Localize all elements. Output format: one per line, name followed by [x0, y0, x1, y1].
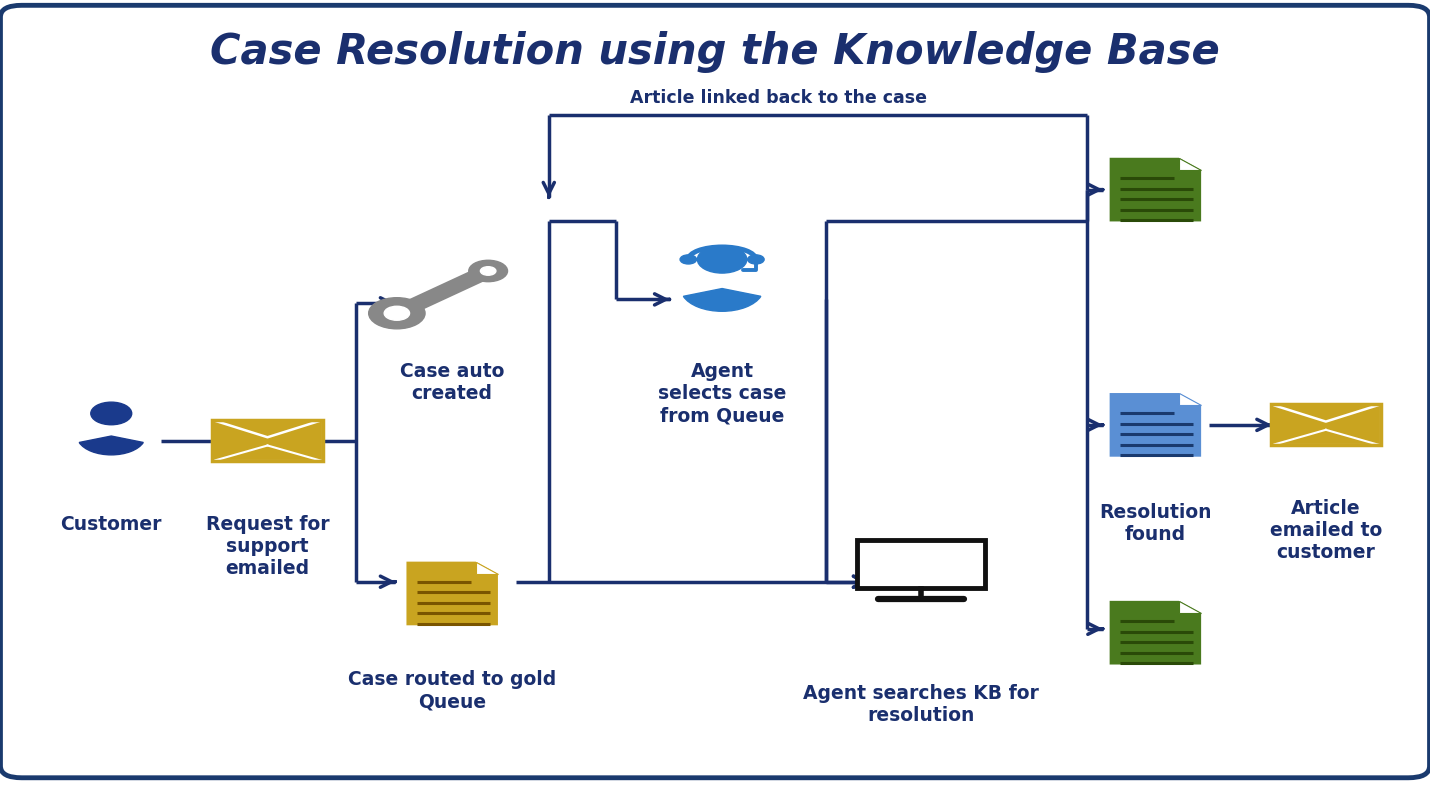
Polygon shape — [1110, 600, 1201, 664]
Text: Case routed to gold
Queue: Case routed to gold Queue — [347, 671, 556, 711]
Polygon shape — [1110, 393, 1201, 456]
Text: Case Resolution using the Knowledge Base: Case Resolution using the Knowledge Base — [210, 31, 1220, 73]
Circle shape — [385, 306, 409, 320]
FancyBboxPatch shape — [857, 540, 985, 588]
Polygon shape — [406, 562, 498, 626]
Circle shape — [369, 297, 425, 329]
Text: Agent
selects case
from Queue: Agent selects case from Queue — [658, 362, 787, 425]
FancyBboxPatch shape — [0, 6, 1430, 778]
Text: Agent searches KB for
resolution: Agent searches KB for resolution — [804, 684, 1040, 725]
Circle shape — [698, 246, 746, 273]
Text: Article linked back to the case: Article linked back to the case — [631, 89, 928, 107]
Circle shape — [748, 255, 764, 264]
Circle shape — [90, 402, 132, 425]
Text: Case auto
created: Case auto created — [400, 362, 505, 403]
FancyBboxPatch shape — [213, 420, 323, 461]
Polygon shape — [1110, 157, 1201, 221]
Circle shape — [480, 267, 496, 275]
Text: Customer: Customer — [60, 515, 162, 534]
Wedge shape — [79, 436, 143, 455]
Polygon shape — [1178, 600, 1201, 613]
Text: Article
emailed to
customer: Article emailed to customer — [1270, 500, 1381, 563]
Polygon shape — [1178, 393, 1201, 405]
FancyBboxPatch shape — [865, 545, 978, 584]
Polygon shape — [1271, 405, 1381, 422]
Polygon shape — [476, 562, 498, 574]
Text: Request for
support
emailed: Request for support emailed — [206, 515, 329, 578]
Text: Resolution
found: Resolution found — [1100, 504, 1211, 545]
Polygon shape — [213, 420, 323, 438]
FancyBboxPatch shape — [1271, 405, 1381, 445]
Wedge shape — [684, 289, 761, 312]
Circle shape — [681, 255, 696, 264]
Polygon shape — [1178, 157, 1201, 170]
Circle shape — [469, 260, 508, 282]
